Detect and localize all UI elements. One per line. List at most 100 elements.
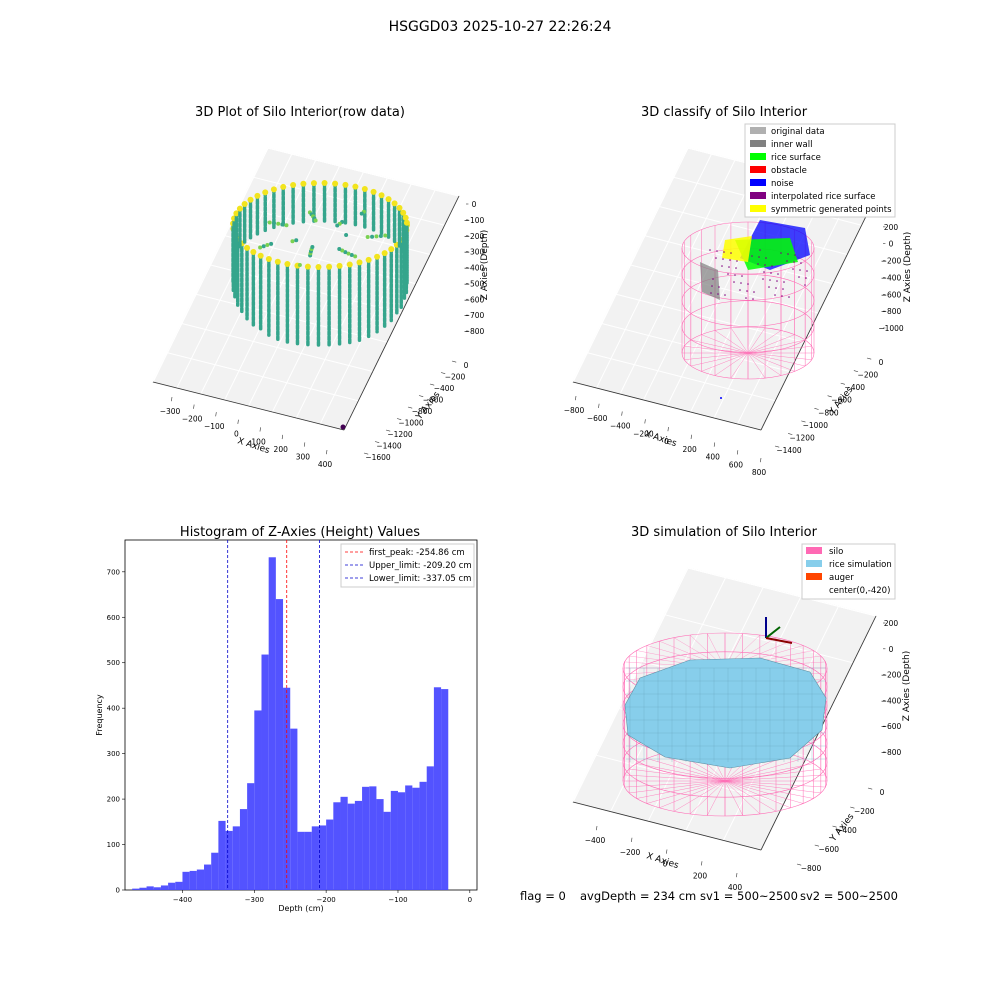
interpolated-point	[757, 263, 759, 265]
x-tick-mark	[596, 825, 598, 831]
interpolated-point	[746, 290, 748, 292]
point	[365, 256, 372, 263]
y-tick-mark	[385, 429, 391, 432]
x-tick-label: −800	[564, 406, 585, 415]
y-tick-label: −800	[801, 864, 822, 873]
silo-floor-spoke	[636, 780, 726, 799]
classify-plot-points	[681, 220, 815, 399]
legend-label: noise	[771, 179, 794, 189]
histogram-bar	[239, 809, 248, 890]
y-tick-label: −400	[434, 384, 455, 393]
grid-line	[587, 352, 776, 402]
silo-floor-spoke	[646, 780, 726, 804]
x-tick-mark	[575, 395, 577, 401]
point	[257, 252, 264, 259]
point	[270, 186, 277, 193]
histogram-bar	[405, 785, 413, 890]
interpolated-point	[799, 269, 801, 271]
z-tick-label: −600	[464, 295, 485, 304]
interpolated-point	[741, 275, 743, 277]
panel-classify: 3D classify of Silo Interior −800−600−40…	[564, 105, 913, 477]
y-tick-label: −800	[818, 408, 839, 417]
point	[261, 244, 266, 249]
point	[269, 241, 274, 246]
silo-floor-spoke	[724, 774, 826, 782]
grid-line	[630, 264, 819, 314]
interpolated-point	[711, 285, 713, 287]
point	[346, 251, 351, 256]
y-tick-label: 100	[107, 841, 120, 849]
silo-floor-spoke	[724, 780, 791, 808]
silo-floor-spoke	[659, 780, 726, 808]
point	[263, 219, 268, 224]
silo-floor-spoke	[629, 780, 726, 794]
grid-line	[616, 293, 805, 343]
x-tick-mark	[259, 427, 261, 432]
histogram-bar	[153, 887, 161, 890]
silo-floor-spoke	[730, 327, 749, 354]
point	[265, 255, 272, 262]
x-tick-label: 100	[251, 437, 266, 446]
point	[370, 234, 375, 239]
z-tick-label: 0	[472, 200, 477, 209]
figure-title: HSGGD03 2025-10-27 22:26:24	[389, 19, 612, 35]
x-tick-label: 600	[729, 460, 744, 469]
interpolated-point	[722, 258, 724, 260]
x-tick-label: 0	[663, 860, 668, 869]
histogram-x-label: Depth (cm)	[278, 904, 323, 913]
y-tick-mark	[866, 357, 872, 360]
point	[340, 248, 345, 253]
interpolated-point	[765, 257, 767, 259]
y-tick-label: 700	[107, 568, 120, 576]
point	[241, 201, 248, 207]
point	[304, 263, 311, 270]
silo-floor-spoke	[690, 352, 749, 367]
interpolated-point	[730, 252, 732, 254]
histogram-bar	[290, 728, 298, 890]
point	[337, 246, 342, 251]
point	[300, 180, 307, 187]
simulation-plot-title: 3D simulation of Silo Interior	[631, 525, 818, 540]
point	[344, 233, 349, 237]
histogram-reference-lines	[227, 540, 320, 890]
histogram-bar	[146, 886, 154, 890]
point	[297, 262, 302, 267]
y-tick-label: −200	[854, 807, 875, 816]
point	[258, 245, 263, 250]
interpolated-point	[768, 286, 770, 288]
interpolated-point	[774, 294, 776, 296]
z-tick-label: −300	[464, 248, 485, 257]
legend-swatch	[806, 586, 822, 593]
silo-floor-spoke	[724, 768, 821, 782]
x-tick-label: −200	[620, 848, 641, 857]
silo-floor-spoke	[724, 780, 826, 788]
interpolated-point	[780, 252, 782, 254]
histogram-bar	[390, 790, 398, 890]
x-tick-label: −200	[182, 415, 203, 424]
interpolated-point	[800, 262, 802, 264]
x-tick-mark	[237, 419, 239, 424]
histogram-bar	[304, 831, 312, 890]
z-tick-label: −1000	[878, 324, 904, 333]
x-tick-label: −200	[633, 429, 654, 438]
outlier-point	[340, 424, 346, 430]
z-tick-label: −600	[881, 290, 902, 299]
raw-plot-z-ticks: 0 −100 −200 −300 −400 −500 −600 −700 −800	[464, 200, 485, 336]
silo-floor-spoke	[747, 352, 812, 360]
histogram-y-label: Frequency	[95, 694, 104, 736]
y-tick-mark	[774, 445, 780, 448]
y-tick-mark	[814, 407, 819, 410]
interpolated-point	[740, 282, 742, 284]
legend-label: silo	[829, 547, 843, 557]
point	[381, 250, 388, 257]
y-tick-label: 400	[107, 705, 120, 713]
x-tick-label: 800	[752, 468, 767, 477]
classify-legend: original data inner wall rice surface obsta…	[744, 123, 896, 218]
legend-swatch	[750, 153, 766, 160]
y-tick-mark	[814, 844, 820, 847]
silo-floor-spoke	[747, 339, 806, 354]
point	[336, 262, 343, 269]
point	[290, 182, 297, 189]
auger-axes-glyph	[765, 617, 793, 644]
